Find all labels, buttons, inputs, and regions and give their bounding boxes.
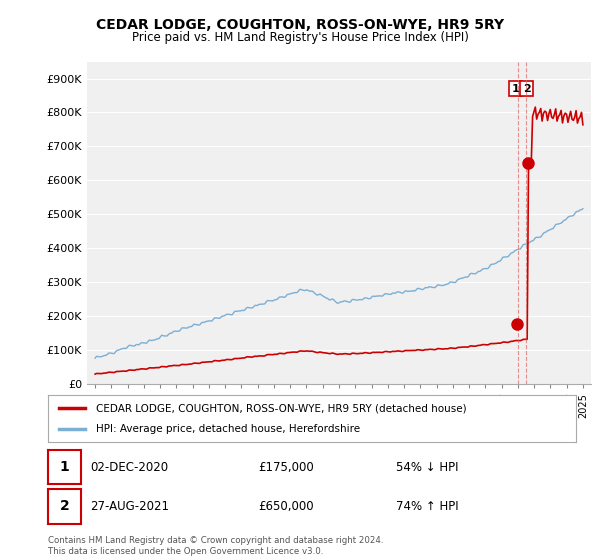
Text: HPI: Average price, detached house, Herefordshire: HPI: Average price, detached house, Here… [95,424,359,434]
Text: £650,000: £650,000 [258,500,314,513]
Text: £175,000: £175,000 [258,460,314,474]
Text: CEDAR LODGE, COUGHTON, ROSS-ON-WYE, HR9 5RY: CEDAR LODGE, COUGHTON, ROSS-ON-WYE, HR9 … [96,18,504,32]
Text: 27-AUG-2021: 27-AUG-2021 [90,500,169,513]
Text: Contains HM Land Registry data © Crown copyright and database right 2024.
This d: Contains HM Land Registry data © Crown c… [48,536,383,556]
Text: 2: 2 [59,500,70,513]
Text: 1: 1 [512,83,519,94]
Text: 2: 2 [523,83,530,94]
Text: CEDAR LODGE, COUGHTON, ROSS-ON-WYE, HR9 5RY (detached house): CEDAR LODGE, COUGHTON, ROSS-ON-WYE, HR9 … [95,403,466,413]
Text: 1: 1 [59,460,70,474]
Text: Price paid vs. HM Land Registry's House Price Index (HPI): Price paid vs. HM Land Registry's House … [131,31,469,44]
Text: 54% ↓ HPI: 54% ↓ HPI [396,460,458,474]
Text: 02-DEC-2020: 02-DEC-2020 [90,460,168,474]
Text: 74% ↑ HPI: 74% ↑ HPI [396,500,458,513]
